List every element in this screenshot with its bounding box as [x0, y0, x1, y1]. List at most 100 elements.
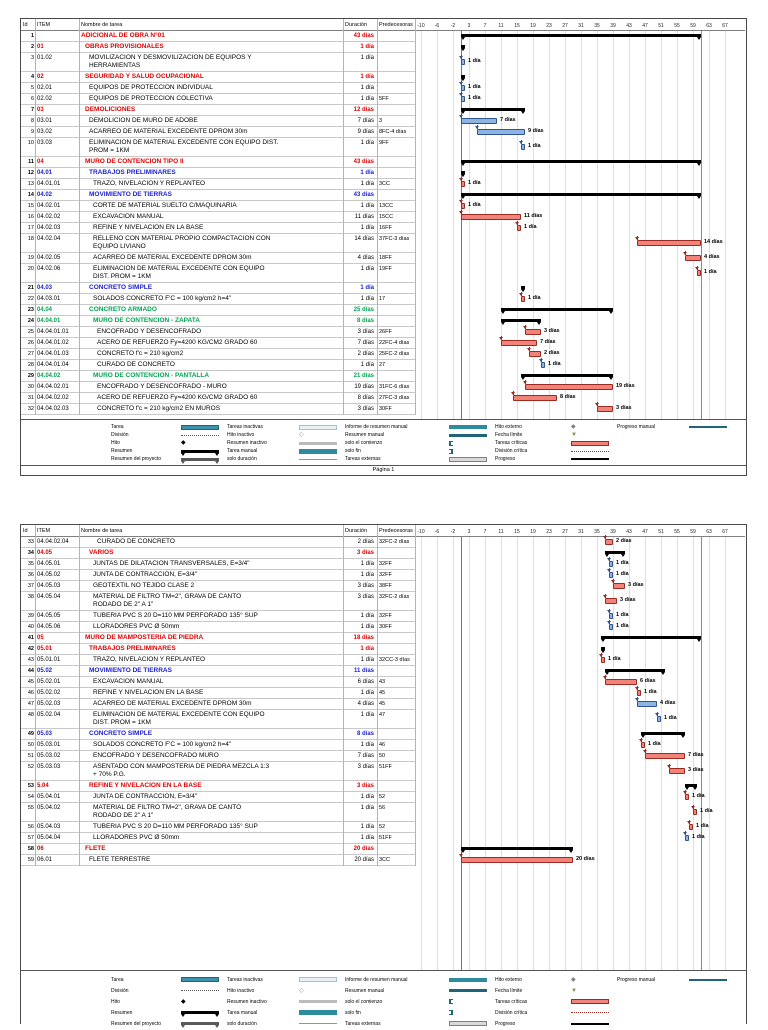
bar-label: 3 días — [616, 405, 632, 411]
task-name-cell: GEOTEXTIL NO TEJIDO CLASE 2 — [93, 582, 195, 589]
task-name-cell: OBRAS PROVISIONALES — [85, 43, 164, 50]
task-row: 9 03.02 ACARREO DE MATERIAL EXCEDENTE DPRO… — [21, 127, 415, 138]
critical-task-bar — [637, 240, 701, 246]
task-item-cell: 04.03 — [37, 285, 53, 291]
task-row: 12 04.01 TRABAJOS PRELIMINARES 1 día — [21, 168, 415, 179]
task-id-cell: 2 — [30, 44, 34, 50]
task-id-cell: 31 — [27, 395, 34, 401]
task-id-cell: 26 — [27, 340, 34, 346]
task-name-cell: REFINE Y NIVELACION EN LA BASE — [93, 689, 204, 696]
summary-bar — [461, 34, 701, 40]
task-duration-cell: 1 día — [360, 805, 374, 811]
task-item-cell: 04.02.02 — [37, 214, 61, 220]
legend-sample — [299, 977, 345, 982]
bar-label: 6 días — [640, 678, 656, 684]
summary-bar — [601, 636, 701, 642]
task-predecessors-cell: 51FF — [379, 764, 392, 770]
legend-item: Resumen manual — [345, 431, 495, 439]
summary-bar — [461, 160, 701, 166]
timeline-tick-label: 35 — [594, 23, 600, 29]
legend-sample: ◇ — [299, 432, 345, 438]
task-predecessors-cell: 56 — [379, 805, 386, 811]
timeline-tick-label: 51 — [658, 529, 664, 535]
task-id-cell: 22 — [27, 296, 34, 302]
task-duration-cell: 11 días — [353, 668, 374, 674]
link-arrowhead-icon — [635, 687, 639, 690]
link-arrowhead-icon — [655, 713, 659, 716]
task-duration-cell: 1 día — [360, 613, 374, 619]
column-header: Predecesoras — [379, 22, 413, 28]
finish-only-icon — [449, 448, 453, 454]
bar-label: 3 días — [544, 328, 560, 334]
grid-line — [533, 31, 534, 419]
grid-line — [501, 537, 502, 970]
timeline-tick-label: 11 — [498, 23, 504, 29]
grid-line — [709, 537, 710, 970]
legend-column: Informe de resumen manual Resumen manual s… — [345, 974, 495, 1030]
task-item-cell: 02 — [37, 74, 44, 80]
task-name-cell: SOLADOS CONCRETO F'C = 100 kg/cm2 h=4" — [93, 295, 232, 302]
link-arrowhead-icon — [459, 211, 463, 214]
task-id-cell: 16 — [27, 214, 34, 220]
bar-label: 1 día — [692, 834, 705, 840]
task-id-cell: 32 — [27, 406, 34, 412]
legend-label: Informe de resumen manual — [345, 976, 408, 983]
timeline-tick-label: 7 — [483, 529, 487, 535]
legend-label: solo fin — [345, 448, 361, 454]
legend-item: solo fin — [345, 1007, 495, 1018]
link-arrowhead-icon — [527, 348, 531, 351]
task-name-cell: TRABAJOS PRELIMINARES — [89, 645, 176, 652]
legend-label: solo el comienzo — [345, 998, 383, 1005]
task-duration-cell: 8 días — [356, 731, 374, 737]
bar-label: 19 días — [616, 383, 635, 389]
task-row: 20 04.02.06 ELIMINACIÓN DE MATERIAL EXCEDE… — [21, 264, 415, 283]
critical-icon — [571, 440, 609, 446]
bar-label: 1 día — [644, 689, 657, 695]
task-row: 39 04.05.05 TUBERIA PVC S 20 D=110 MM PERF… — [21, 611, 415, 622]
legend-item: Informe de resumen manual — [345, 423, 495, 431]
task-duration-cell: 1 día — [360, 824, 374, 830]
legend-item: Tareas inactivas — [227, 974, 345, 985]
bar-label: 1 día — [468, 95, 481, 101]
legend-label: Hito — [111, 998, 120, 1005]
task-name-cell: DEMOLICION DE MURO DE ADOBE — [89, 117, 198, 124]
task-id-cell: 56 — [27, 824, 34, 830]
legend-item: Progreso manual — [617, 423, 735, 431]
legend-label: Tareas críticas — [495, 440, 528, 446]
critical-task-bar — [525, 384, 613, 390]
task-id-cell: 4 — [30, 74, 34, 80]
task-duration-cell: 1 día — [360, 646, 374, 652]
task-bar — [609, 613, 613, 619]
link-arrowhead-icon — [523, 381, 527, 384]
legend-sample: ◆ — [571, 977, 617, 983]
task-name-cell: ELIMINACIÓN DE MATERIAL EXCEDENTE CON EQ… — [89, 139, 279, 154]
task-row: 19 04.02.05 ACARREO DE MATERIAL EXCEDENTE … — [21, 253, 415, 264]
task-id-cell: 3 — [30, 55, 34, 61]
task-predecessors-cell: 46 — [379, 742, 386, 748]
bar-label: 1 día — [524, 224, 537, 230]
task-duration-cell: 8 días — [357, 395, 374, 401]
task-id-cell: 9 — [30, 129, 34, 135]
timeline-tick-label: 59 — [690, 23, 696, 29]
legend-sample — [689, 426, 735, 428]
task-predecessors-cell: 26FF — [379, 329, 392, 335]
task-item-cell: 04.05.02 — [37, 572, 61, 578]
legend-sample — [299, 1010, 345, 1015]
critical-task-bar — [461, 203, 465, 209]
task-bar — [461, 118, 497, 124]
gantt-chart-page-1: Id ITEM Nombre de tarea Duración Predecesora… — [21, 19, 746, 475]
manual-task-icon — [299, 448, 337, 454]
link-arrowhead-icon — [635, 237, 639, 240]
task-row: 43 05.01.01 TRAZO, NIVELACION Y REPLANTEO 1… — [21, 655, 415, 666]
column-header: Duración — [345, 22, 368, 28]
task-predecessors-cell: 30FF — [379, 406, 392, 412]
legend-sample — [181, 434, 227, 436]
link-arrowhead-icon — [459, 115, 463, 118]
task-id-cell: 30 — [27, 384, 34, 390]
critical-task-bar — [685, 255, 701, 261]
split-icon — [181, 434, 219, 436]
task-row: 46 05.02.02 REFINE Y NIVELACION EN LA BASE… — [21, 688, 415, 699]
task-predecessors-cell: 8FC-4 días — [379, 129, 407, 135]
summary-bar — [685, 784, 697, 790]
timeline-tick-label: 19 — [530, 23, 536, 29]
